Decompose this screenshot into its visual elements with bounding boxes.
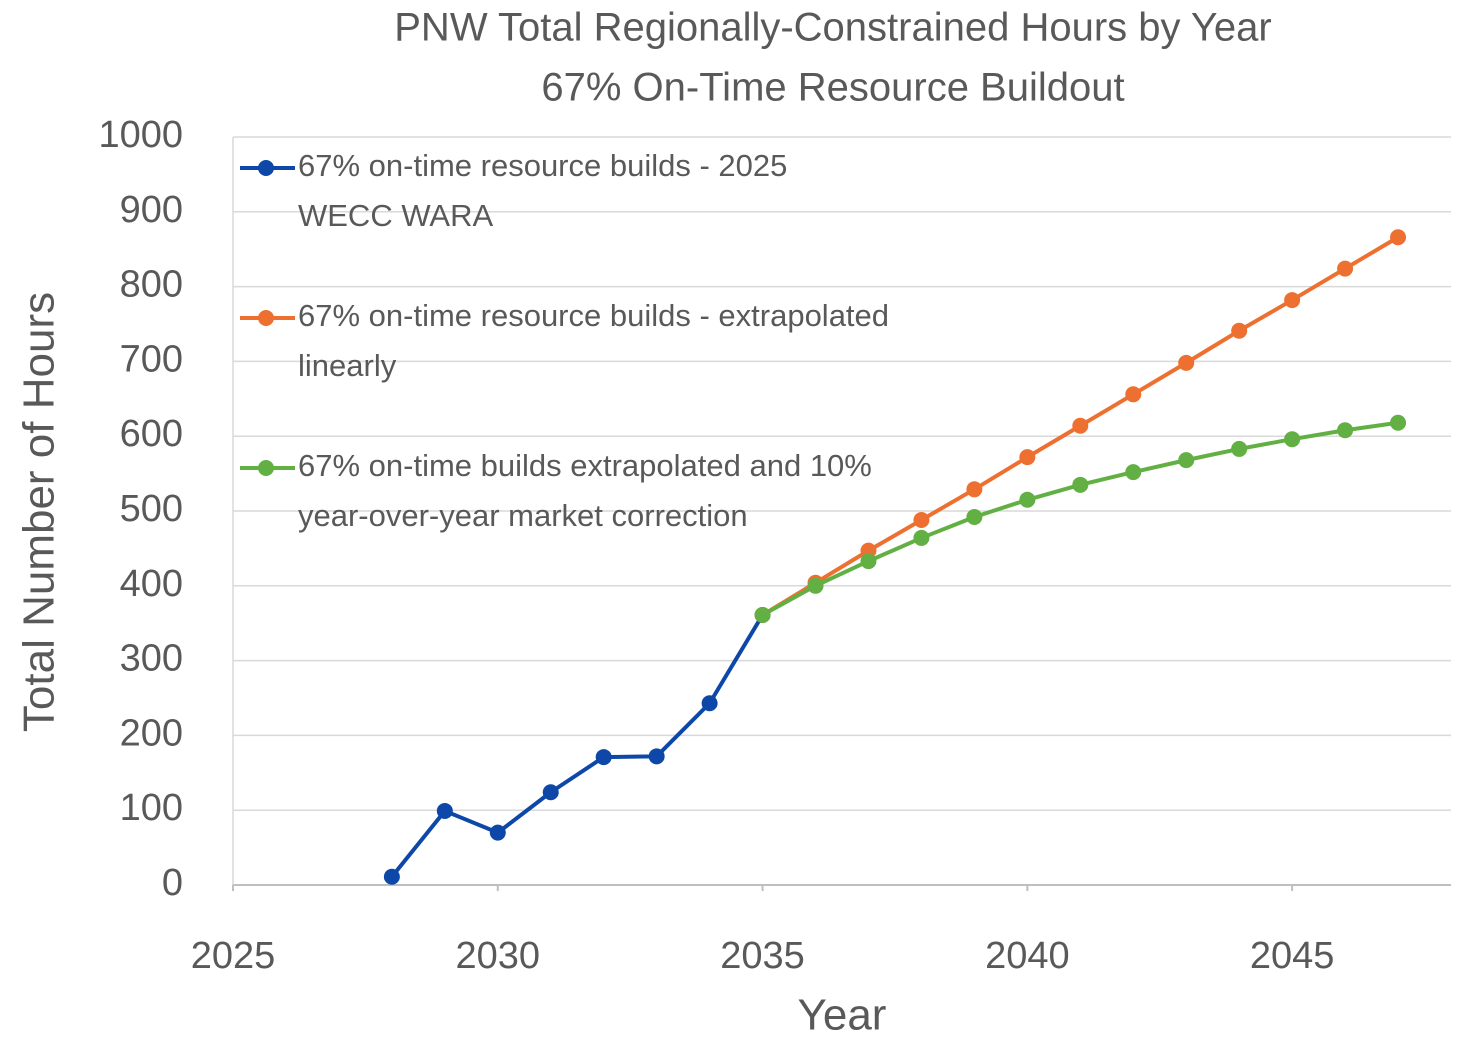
legend-label: 67% on-time builds extrapolated and 10% y… — [298, 448, 872, 533]
x-tick-label: 2035 — [720, 935, 805, 977]
data-point — [807, 577, 824, 594]
x-tick-label: 2045 — [1250, 935, 1335, 977]
legend-marker — [258, 460, 274, 476]
y-tick-label: 800 — [120, 264, 183, 306]
data-point — [436, 802, 453, 819]
y-tick-label: 300 — [120, 638, 183, 680]
y-tick-label: 500 — [120, 488, 183, 530]
legend-marker — [258, 160, 274, 176]
data-point — [1072, 417, 1089, 434]
y-tick-label: 900 — [120, 189, 183, 231]
data-point — [1125, 386, 1142, 403]
data-point — [701, 695, 718, 712]
data-point — [966, 508, 983, 525]
legend-label: 67% on-time resource builds - extrapolat… — [298, 298, 889, 383]
legend-line-text: 67% on-time resource builds - 2025 — [298, 148, 787, 183]
data-point — [1231, 322, 1248, 339]
data-point — [1125, 464, 1142, 481]
data-point — [1019, 449, 1036, 466]
data-point — [1231, 440, 1248, 457]
data-point — [1284, 292, 1301, 309]
series-line — [390, 613, 765, 879]
data-point — [1019, 491, 1036, 508]
data-point — [754, 606, 771, 623]
x-tick-label: 2030 — [456, 935, 541, 977]
legend-line-text: linearly — [298, 348, 397, 383]
y-axis-title: Total Number of Hours — [15, 292, 64, 732]
x-tick-label: 2040 — [985, 935, 1070, 977]
data-point — [1390, 229, 1407, 246]
data-point — [489, 824, 506, 841]
y-tick-label: 100 — [120, 787, 183, 829]
chart-title: PNW Total Regionally-Constrained Hours b… — [394, 6, 1271, 50]
y-tick-label: 0 — [162, 862, 183, 904]
y-tick-label: 200 — [120, 712, 183, 754]
data-point — [648, 748, 665, 765]
data-point — [542, 784, 559, 801]
data-point — [1072, 476, 1089, 493]
data-point — [595, 749, 612, 766]
data-point — [966, 481, 983, 498]
data-point — [913, 529, 930, 546]
y-tick-label: 1000 — [98, 114, 183, 156]
data-point — [1337, 260, 1354, 277]
data-point — [860, 553, 877, 570]
legend-line-text: 67% on-time builds extrapolated and 10% — [298, 448, 872, 483]
data-point — [1178, 354, 1195, 371]
data-point — [383, 868, 400, 885]
legend-line-text: 67% on-time resource builds - extrapolat… — [298, 298, 889, 333]
legend-line-text: WECC WARA — [298, 198, 493, 233]
y-tick-label: 400 — [120, 563, 183, 605]
data-point — [1337, 422, 1354, 439]
legend-line-text: year-over-year market correction — [298, 498, 748, 533]
x-tick-label: 2025 — [191, 935, 276, 977]
chart-subtitle: 67% On-Time Resource Buildout — [541, 66, 1124, 110]
y-tick-label: 600 — [120, 413, 183, 455]
x-axis-title: Year — [798, 991, 887, 1037]
data-point — [913, 511, 930, 528]
data-point — [1178, 452, 1195, 469]
data-point — [1284, 431, 1301, 448]
y-tick-label: 700 — [120, 338, 183, 380]
data-point — [1390, 414, 1407, 431]
legend-marker — [258, 310, 274, 326]
legend-label: 67% on-time resource builds - 2025 WECC W… — [298, 148, 787, 233]
